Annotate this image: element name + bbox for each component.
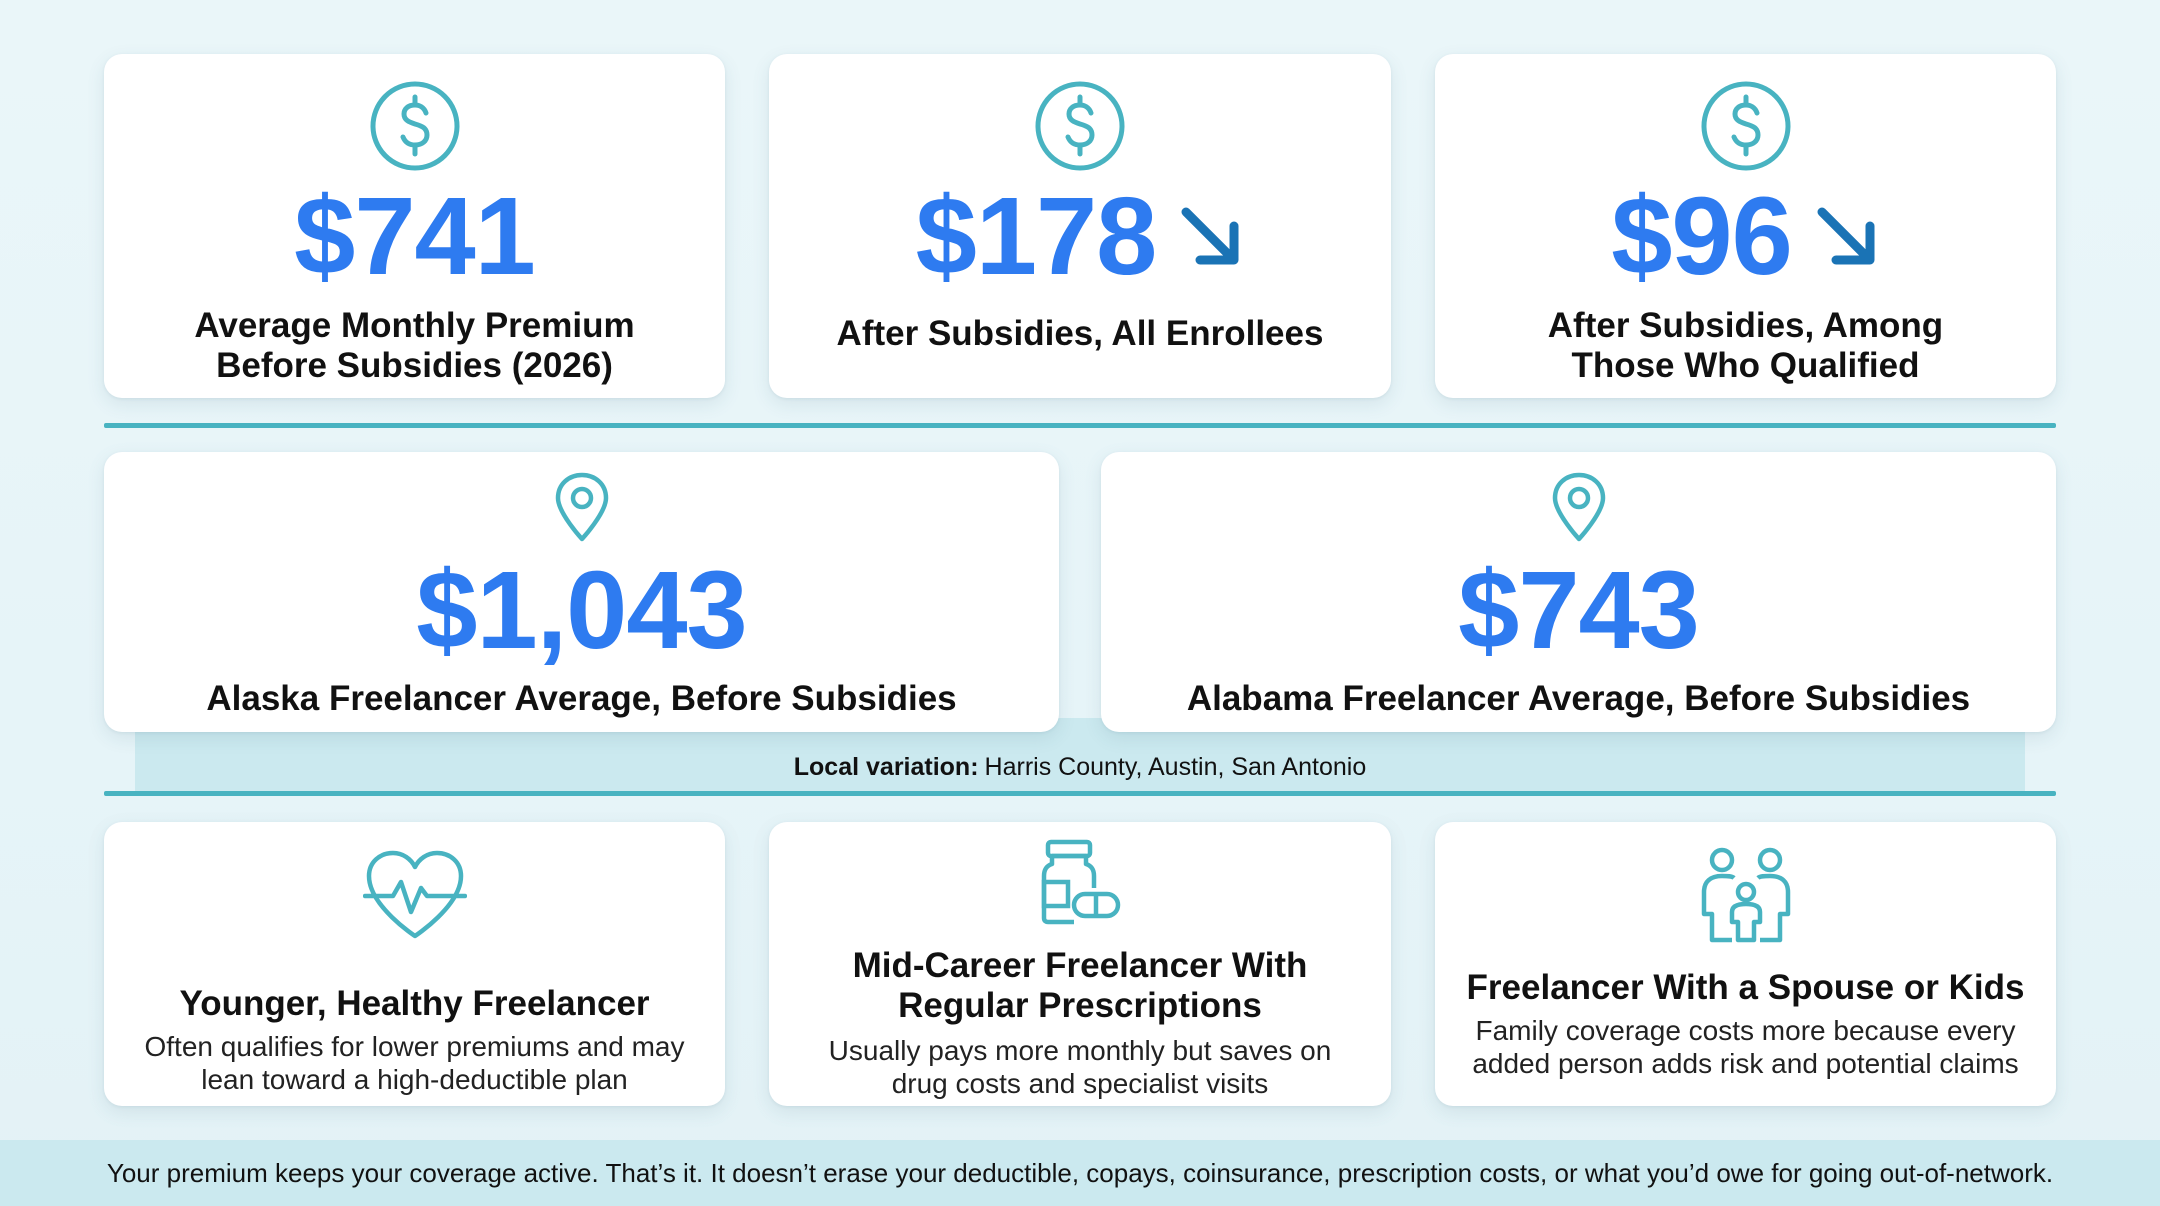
family-icon: [1701, 847, 1790, 943]
local-variation-text: Harris County, Austin, San Antonio: [984, 753, 1367, 781]
profile-description: Often qualifies for lower premiums and m…: [144, 1031, 685, 1095]
section-divider: [104, 423, 2056, 428]
stat-card-after-subsidies-qualified: $96 After Subsidies, Among Those Who Qua…: [1435, 54, 2056, 398]
stat-value: $96: [1611, 182, 1880, 292]
state-label: Alabama Freelancer Average, Before Subsi…: [1186, 679, 1971, 718]
footer-text: Your premium keeps your coverage active.…: [106, 1157, 2054, 1188]
dollar-circle-icon: [1701, 81, 1790, 171]
profile-card-younger-healthy: Younger, Healthy Freelancer Often qualif…: [104, 822, 725, 1106]
stat-value: $741: [294, 175, 536, 298]
profile-description: Usually pays more monthly but saves on d…: [828, 1035, 1332, 1099]
stat-label: Average Monthly Premium Before Subsidies…: [194, 306, 635, 385]
state-value: $743: [1458, 549, 1700, 672]
profile-title: Freelancer With a Spouse or Kids: [1466, 968, 2025, 1007]
state-card-alaska: $1,043 Alaska Freelancer Average, Before…: [104, 452, 1059, 732]
stat-label: After Subsidies, Among Those Who Qualifi…: [1547, 306, 1944, 385]
pill-bottle-icon: [1041, 839, 1121, 925]
arrow-down-right-icon: [1817, 207, 1875, 265]
profile-title: Mid-Career Freelancer With Regular Presc…: [852, 946, 1308, 1025]
profile-description: Family coverage costs more because every…: [1472, 1015, 2019, 1079]
heart-pulse-icon: [362, 850, 467, 939]
footer-note: Your premium keeps your coverage active.…: [0, 1140, 2160, 1206]
arrow-down-right-icon: [1181, 207, 1239, 265]
location-pin-icon: [1552, 472, 1605, 542]
stat-value: $178: [916, 182, 1245, 292]
local-variation-label: Local variation:: [793, 753, 979, 781]
stat-label: After Subsidies, All Enrollees: [836, 314, 1324, 353]
section-divider: [104, 791, 2056, 796]
stat-card-after-subsidies-all: $178 After Subsidies, All Enrollees: [769, 54, 1391, 398]
profile-card-family: Freelancer With a Spouse or Kids Family …: [1435, 822, 2056, 1106]
state-card-alabama: $743 Alabama Freelancer Average, Before …: [1101, 452, 2056, 732]
profile-title: Younger, Healthy Freelancer: [179, 984, 650, 1023]
state-value: $1,043: [416, 549, 747, 672]
profile-card-mid-career: Mid-Career Freelancer With Regular Presc…: [769, 822, 1391, 1106]
location-pin-icon: [555, 472, 608, 542]
stat-card-average-premium: $741 Average Monthly Premium Before Subs…: [104, 54, 725, 398]
dollar-circle-icon: [370, 81, 459, 171]
state-label: Alaska Freelancer Average, Before Subsid…: [206, 679, 957, 718]
dollar-circle-icon: [1035, 81, 1125, 171]
